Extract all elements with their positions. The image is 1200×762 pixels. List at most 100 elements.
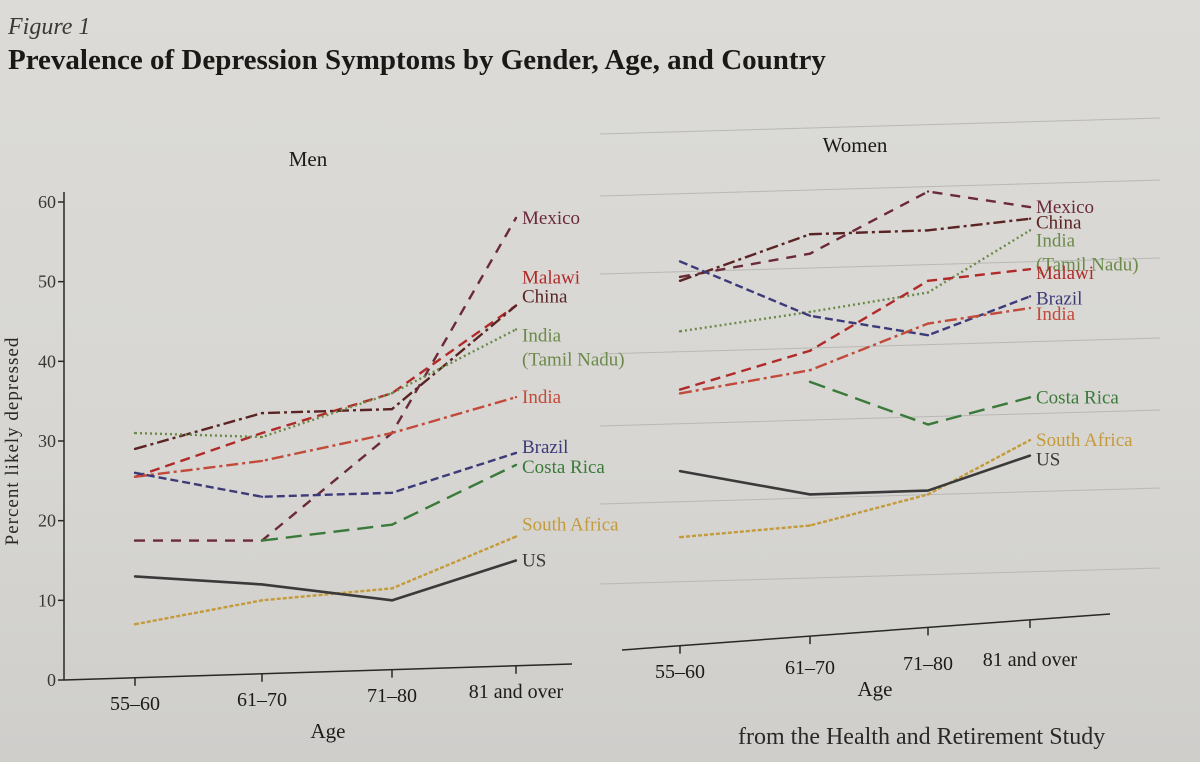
background-rule-line	[599, 257, 1161, 275]
data-point-south-africa	[678, 535, 682, 539]
y-axis-title: Percent likely depressed	[2, 337, 23, 546]
series-label-south-africa: South Africa	[1036, 430, 1133, 451]
series-line-china	[134, 304, 517, 451]
data-point-south-africa	[808, 524, 812, 527]
data-point-us	[133, 575, 137, 578]
data-point-us	[514, 559, 518, 562]
x-axis-line	[621, 613, 1111, 651]
data-point-us	[390, 599, 394, 602]
data-point-us	[1028, 454, 1032, 457]
series-label-india-tamil-nadu: India	[522, 325, 562, 346]
series-line-malawi	[679, 268, 1031, 391]
series-label-mexico: Mexico	[1036, 197, 1094, 218]
series-label-brazil: Brazil	[1036, 288, 1082, 309]
series-label-india-tamil-nadu-line2: (Tamil Nadu)	[522, 349, 625, 370]
series-line-south-africa	[134, 535, 517, 626]
data-point-india	[926, 322, 930, 325]
data-point-costa-rica	[390, 523, 394, 526]
data-point-india-tamil-nadu	[133, 431, 137, 435]
data-point-us	[260, 583, 264, 586]
data-point-brazil	[133, 471, 137, 475]
data-point-mexico	[678, 275, 682, 279]
series-line-us	[679, 454, 1031, 496]
series-line-brazil	[134, 451, 517, 498]
data-point-china	[926, 229, 930, 232]
series-label-mexico: Mexico	[522, 208, 580, 229]
panel-title: Women	[823, 133, 888, 157]
x-tick-label: 81 and over	[469, 681, 564, 703]
data-point-india-tamil-nadu	[678, 330, 682, 333]
background-rule-line	[599, 117, 1161, 135]
series-label-costa-rica: Costa Rica	[1036, 387, 1119, 408]
series-line-mexico	[679, 190, 1031, 279]
data-point-costa-rica	[260, 539, 264, 542]
series-line-costa-rica	[809, 380, 1031, 426]
background-rule-line	[599, 337, 1161, 355]
data-point-us	[926, 489, 930, 492]
x-tick-label: 61–70	[237, 689, 287, 711]
panel-men: Men 0 10 20 30 40 50 60 Percent likely depressed…	[2, 147, 625, 743]
series-line-brazil	[679, 260, 1031, 337]
x-tick-label: 71–80	[367, 685, 417, 707]
data-point-costa-rica	[1028, 396, 1032, 399]
data-point-china	[133, 447, 137, 451]
data-point-south-africa	[1028, 438, 1032, 442]
series-line-india-tamil-nadu	[134, 328, 517, 439]
series-label-malawi: Malawi	[1036, 263, 1094, 284]
x-tick-label: 55–60	[110, 693, 160, 715]
data-point-brazil	[390, 491, 394, 494]
series-line-us	[134, 559, 517, 602]
y-tick-label: 60	[38, 192, 56, 212]
data-point-mexico	[808, 252, 812, 255]
data-point-china	[808, 233, 812, 236]
series-label-india: India	[522, 387, 562, 408]
data-point-malawi	[260, 431, 264, 435]
series-label-india: India	[1036, 304, 1076, 325]
data-point-india	[514, 395, 518, 399]
data-point-brazil	[808, 314, 812, 317]
data-point-india-tamil-nadu	[260, 435, 264, 439]
data-point-india-tamil-nadu	[390, 392, 394, 395]
panel-women: Women 55–60 61–70 71–80 81 and over Age Mexico…	[621, 133, 1139, 701]
x-axis-title: Age	[858, 677, 893, 701]
data-point-south-africa	[514, 535, 518, 538]
series-label-south-africa: South Africa	[522, 515, 619, 536]
figure-title: Prevalence of Depression Symptoms by Gen…	[8, 44, 826, 76]
series-line-south-africa	[679, 439, 1031, 539]
data-point-india	[678, 392, 682, 395]
data-point-india	[808, 368, 812, 372]
data-point-india-tamil-nadu	[808, 310, 812, 314]
data-point-india	[260, 459, 264, 463]
data-point-malawi	[926, 279, 930, 283]
data-point-brazil	[514, 451, 518, 455]
data-point-costa-rica	[808, 380, 812, 384]
y-tick-label: 0	[47, 670, 56, 690]
y-tick-label: 10	[38, 590, 56, 610]
data-point-brazil	[926, 334, 930, 337]
data-point-malawi	[1028, 268, 1032, 271]
data-point-china	[678, 279, 682, 283]
data-point-south-africa	[260, 599, 264, 602]
background-rule-line	[599, 179, 1161, 197]
x-axis-line	[63, 663, 573, 681]
background-rule-line	[599, 409, 1161, 427]
series-label-costa-rica: Costa Rica	[522, 457, 605, 478]
data-point-costa-rica	[514, 463, 518, 467]
data-point-south-africa	[133, 623, 137, 626]
data-point-us	[808, 493, 812, 496]
x-tick-label: 61–70	[785, 657, 835, 679]
data-point-malawi	[808, 349, 812, 352]
series-line-india-tamil-nadu	[679, 229, 1031, 333]
y-tick-label: 20	[38, 511, 56, 531]
series-label-india-tamil-nadu-line2: (Tamil Nadu)	[1036, 254, 1139, 275]
data-point-mexico	[514, 216, 518, 220]
series-label-india-tamil-nadu: India	[1036, 230, 1076, 251]
data-point-india	[1028, 306, 1032, 310]
background-rule-line	[599, 567, 1161, 585]
series-label-china: China	[522, 287, 568, 308]
x-tick-label: 81 and over	[983, 649, 1078, 671]
data-point-us	[678, 469, 682, 473]
series-line-mexico	[135, 217, 518, 542]
data-point-mexico	[133, 539, 137, 542]
